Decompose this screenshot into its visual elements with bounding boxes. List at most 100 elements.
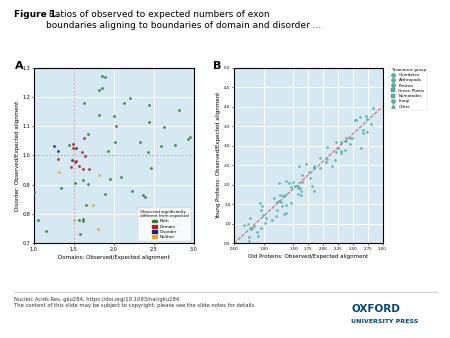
- Point: [363, 129, 370, 135]
- Point: [175, 108, 182, 113]
- Point: [342, 138, 350, 144]
- Legend: Chordates, Arthropods, Protists, Green Plants, Nematodes, Fungi, Other: Chordates, Arthropods, Protists, Green P…: [389, 66, 428, 110]
- Point: [31, 189, 38, 195]
- Point: [310, 165, 318, 170]
- Point: [69, 145, 76, 150]
- Point: [298, 172, 306, 177]
- Point: [95, 87, 103, 93]
- Point: [370, 105, 377, 110]
- Point: [145, 119, 152, 124]
- Point: [349, 135, 356, 140]
- Point: [278, 200, 285, 205]
- Point: [54, 149, 62, 154]
- Point: [58, 185, 65, 191]
- Point: [117, 174, 125, 179]
- Point: [72, 145, 79, 150]
- Point: [268, 218, 275, 223]
- Point: [256, 200, 263, 206]
- Point: [351, 117, 359, 123]
- Point: [147, 165, 154, 170]
- Point: [35, 218, 42, 223]
- Point: [347, 136, 354, 141]
- Point: [248, 225, 255, 231]
- Point: [79, 178, 86, 183]
- Point: [275, 198, 282, 204]
- Point: [287, 184, 294, 190]
- Point: [71, 160, 78, 165]
- Point: [171, 142, 178, 147]
- Point: [258, 203, 265, 209]
- Point: [79, 149, 86, 155]
- Point: [332, 149, 339, 155]
- Point: [316, 155, 324, 161]
- Point: [297, 192, 305, 198]
- Point: [323, 156, 330, 162]
- Point: [66, 143, 73, 148]
- Text: A: A: [14, 61, 23, 71]
- Point: [295, 191, 302, 196]
- Point: [285, 180, 292, 186]
- Text: OXFORD: OXFORD: [351, 304, 400, 314]
- Point: [310, 163, 317, 168]
- Point: [335, 145, 342, 150]
- Point: [89, 202, 96, 208]
- Point: [95, 172, 102, 178]
- Point: [76, 164, 83, 169]
- Point: [81, 136, 88, 141]
- Point: [72, 180, 79, 186]
- Point: [43, 229, 50, 234]
- Point: [278, 204, 285, 209]
- X-axis label: Domains: Observed/Expected alignment: Domains: Observed/Expected alignment: [58, 255, 170, 260]
- Point: [112, 124, 119, 129]
- Point: [357, 146, 364, 151]
- Point: [104, 148, 111, 153]
- Point: [187, 134, 194, 139]
- Point: [145, 102, 153, 107]
- Point: [141, 194, 149, 199]
- Point: [157, 143, 164, 149]
- Point: [367, 121, 374, 127]
- Text: Ratios of observed to expected numbers of exon
boundaries aligning to boundaries: Ratios of observed to expected numbers o…: [46, 10, 321, 29]
- Point: [282, 202, 289, 208]
- X-axis label: Old Proteins: Observed/Expected alignment: Old Proteins: Observed/Expected alignmen…: [248, 254, 368, 259]
- Point: [292, 183, 299, 189]
- Point: [280, 212, 287, 217]
- Point: [294, 185, 302, 191]
- Point: [75, 217, 82, 223]
- Point: [316, 165, 324, 171]
- Point: [251, 223, 258, 228]
- Point: [112, 139, 119, 144]
- Point: [253, 229, 261, 235]
- Point: [86, 166, 93, 172]
- Point: [273, 200, 280, 205]
- Point: [137, 140, 144, 145]
- Point: [102, 192, 109, 197]
- Point: [359, 131, 366, 136]
- Point: [77, 232, 84, 237]
- Point: [126, 95, 134, 100]
- Point: [247, 216, 254, 221]
- Point: [262, 215, 270, 221]
- Point: [296, 164, 303, 169]
- Point: [338, 148, 345, 154]
- Point: [82, 202, 90, 207]
- Point: [276, 192, 283, 197]
- Point: [261, 220, 269, 225]
- Point: [338, 150, 345, 156]
- Point: [356, 114, 364, 120]
- Point: [244, 222, 251, 227]
- Point: [302, 162, 310, 167]
- Point: [342, 136, 349, 141]
- Y-axis label: Young Proteins: Observed/Expected alignment: Young Proteins: Observed/Expected alignm…: [216, 92, 221, 219]
- Point: [310, 164, 317, 169]
- Text: Figure 1.: Figure 1.: [14, 10, 59, 19]
- Point: [160, 125, 167, 130]
- Point: [70, 141, 77, 146]
- Point: [140, 192, 147, 198]
- Text: UNIVERSITY PRESS: UNIVERSITY PRESS: [351, 319, 418, 324]
- Point: [271, 196, 278, 201]
- Point: [274, 207, 281, 213]
- Point: [69, 158, 76, 163]
- Point: [280, 194, 287, 199]
- Point: [257, 207, 264, 213]
